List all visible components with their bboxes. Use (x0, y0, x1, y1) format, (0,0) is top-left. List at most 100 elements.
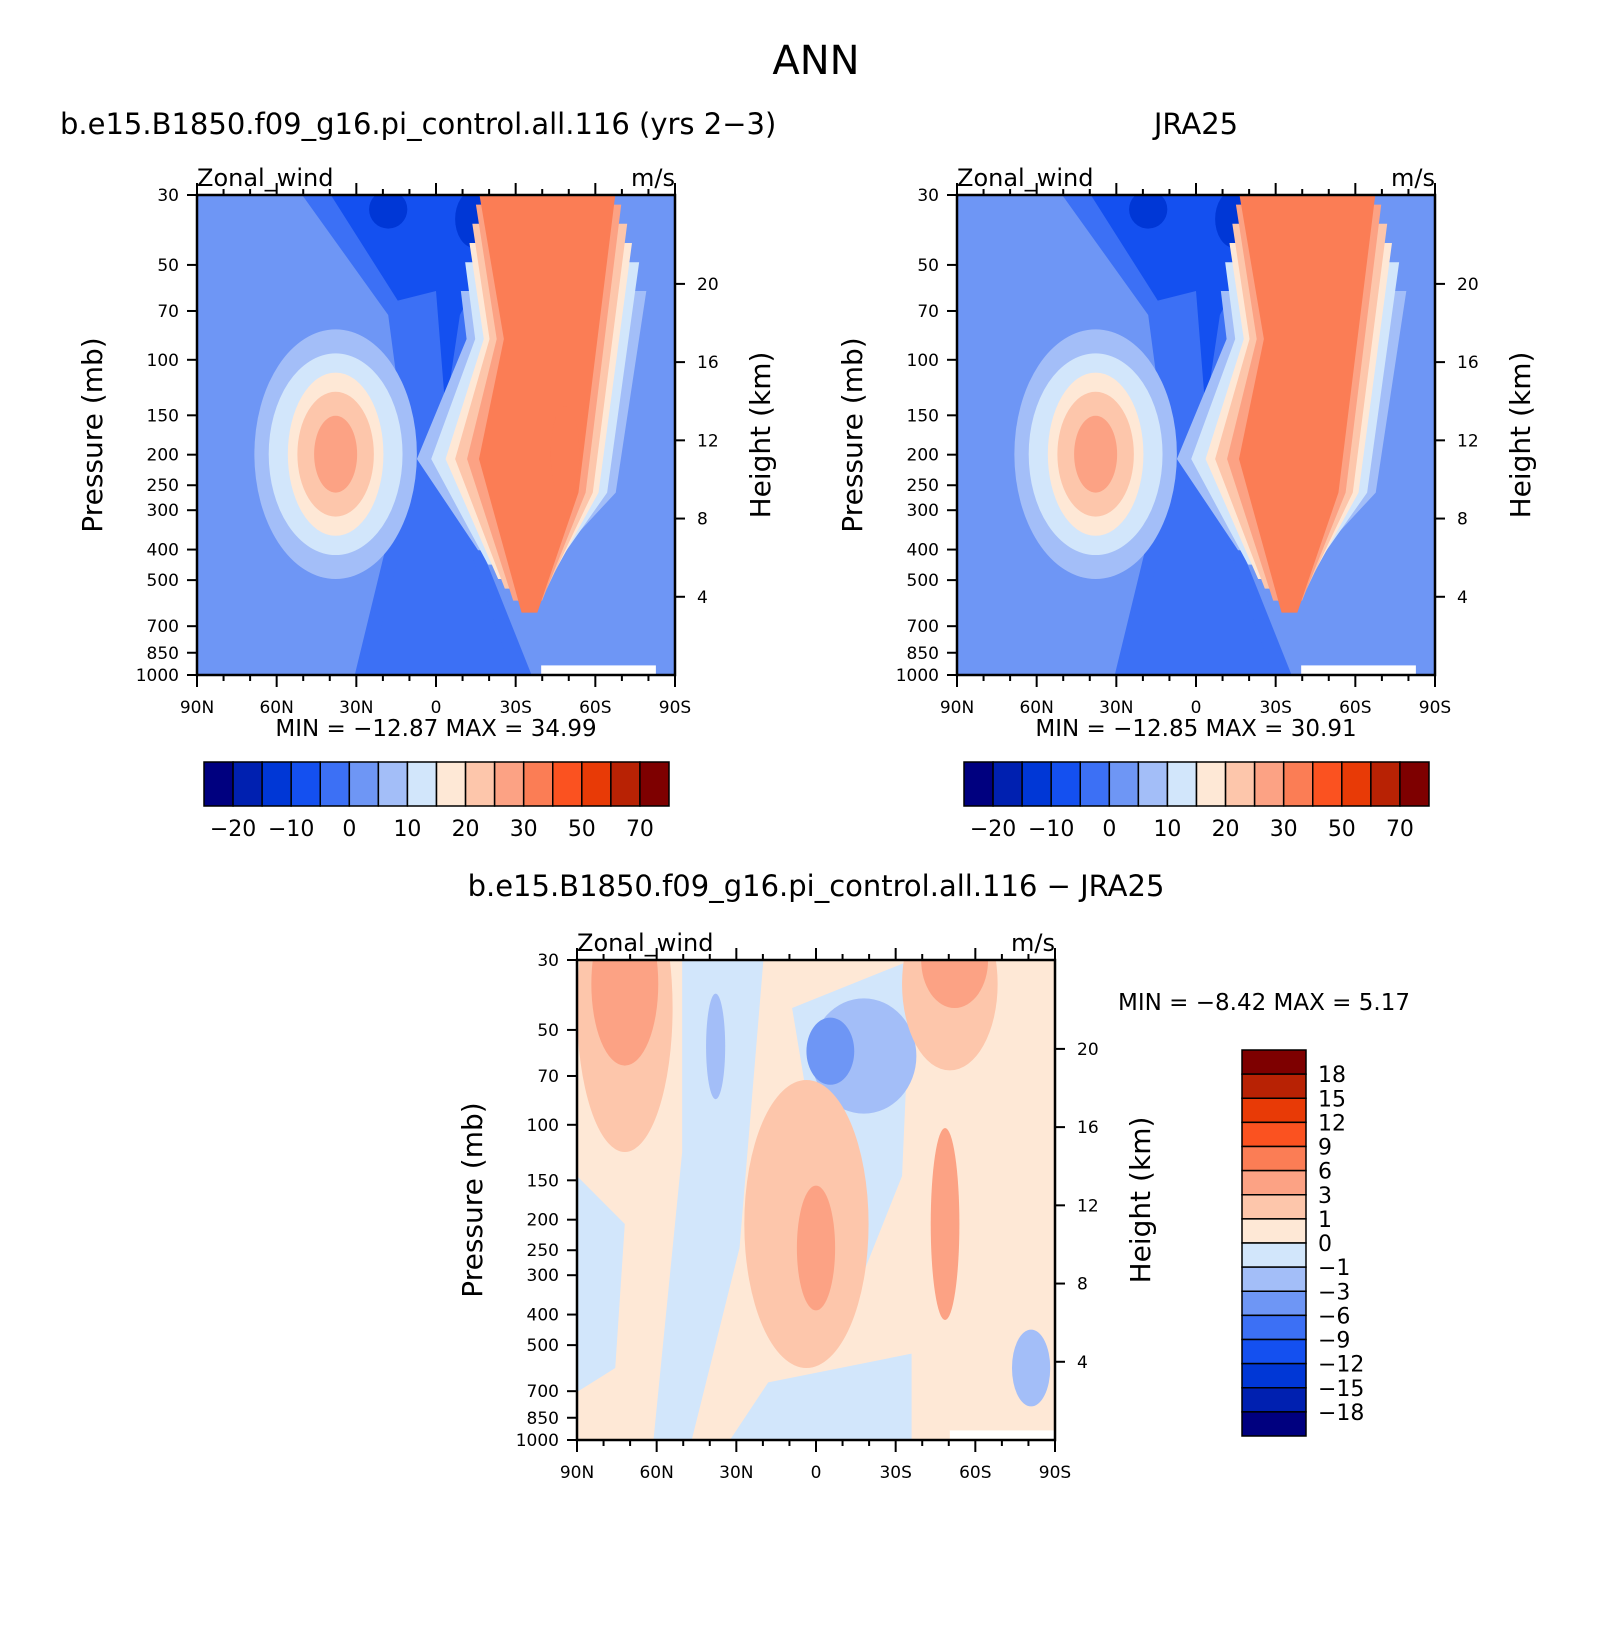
y-tick-label: 300 (907, 501, 939, 521)
y-tick-label: 200 (147, 446, 179, 466)
colorbar-label: −1 (1318, 1256, 1350, 1281)
colorbar-swatch (348, 761, 380, 807)
y-tick-label: 500 (147, 571, 179, 591)
colorbar-swatch (1241, 1169, 1307, 1196)
y-tick-label: 100 (147, 351, 179, 371)
colorbar-swatch (319, 761, 351, 807)
colorbar-swatch (203, 761, 234, 807)
colorbar-label: −10 (1028, 817, 1074, 842)
y-tick-label: 100 (527, 1116, 559, 1136)
y2-tick-label: 20 (1077, 1040, 1099, 1060)
x-tick-label: 60N (1019, 698, 1053, 718)
x-tick-label: 90S (1419, 698, 1451, 718)
y2-tick-label: 12 (1077, 1196, 1099, 1216)
colorbar-swatch (1224, 761, 1256, 807)
variable-label: Zonal_wind (577, 929, 713, 957)
min-max-stats: MIN = −12.85 MAX = 30.91 (1035, 716, 1356, 742)
missing-data (541, 665, 656, 675)
colorbar-label: 70 (1386, 817, 1414, 842)
colorbar-label: −9 (1318, 1329, 1350, 1354)
contour-level (1011, 1329, 1051, 1407)
y-axis-label: Pressure (mb) (76, 337, 109, 532)
colorbar-swatch (1241, 1314, 1307, 1341)
y-tick-label: 700 (907, 617, 939, 637)
x-tick-label: 90N (560, 1463, 594, 1483)
contour-level (796, 1185, 836, 1311)
y-tick-label: 1000 (136, 666, 179, 686)
contour-level (591, 960, 659, 1066)
y-tick-label: 300 (527, 1266, 559, 1286)
colorbar-swatch (1108, 761, 1140, 807)
colorbar-swatch (435, 761, 467, 807)
y-tick-label: 500 (907, 571, 939, 591)
y-tick-label: 30 (157, 186, 179, 206)
units-label: m/s (1391, 164, 1435, 192)
units-label: m/s (1011, 929, 1055, 957)
x-tick-label: 60N (259, 698, 293, 718)
y2-tick-label: 20 (697, 275, 719, 295)
colorbar-swatch (581, 761, 612, 807)
y-tick-label: 300 (147, 501, 179, 521)
y-tick-label: 400 (147, 541, 179, 561)
colorbar-label: −15 (1318, 1377, 1364, 1402)
colorbar-label: −18 (1318, 1401, 1364, 1426)
contour-level (369, 483, 513, 675)
colorbar-swatch (1241, 1073, 1307, 1099)
y2-tick-label: 4 (1457, 588, 1468, 608)
colorbar-label: 18 (1318, 1063, 1346, 1088)
colorbar-label: −20 (970, 817, 1016, 842)
y-tick-label: 400 (907, 541, 939, 561)
colorbar-label: 20 (452, 817, 480, 842)
colorbar-swatch (1241, 1121, 1307, 1148)
x-tick-label: 60S (959, 1463, 991, 1483)
colorbar-swatch (261, 761, 292, 807)
y-tick-label: 700 (527, 1382, 559, 1402)
y-tick-label: 200 (527, 1211, 559, 1231)
x-tick-label: 90S (659, 698, 691, 718)
colorbar-swatch (1241, 1387, 1307, 1413)
y-tick-label: 850 (907, 644, 939, 664)
colorbar-swatch (1312, 761, 1343, 807)
y-tick-label: 100 (907, 351, 939, 371)
contour-level (479, 195, 616, 613)
colorbar-label: 0 (342, 817, 356, 842)
min-max-stats: MIN = −12.87 MAX = 34.99 (275, 716, 596, 742)
colorbar-label: 10 (1153, 817, 1181, 842)
colorbar-label: −6 (1318, 1304, 1350, 1329)
contour-level (314, 415, 358, 493)
colorbar-swatch (1241, 1242, 1307, 1268)
contour-level (653, 960, 764, 1440)
x-tick-label: 90N (940, 698, 974, 718)
variable-label: Zonal_wind (957, 164, 1093, 192)
x-tick-label: 60S (1339, 698, 1371, 718)
colorbar-swatch (464, 761, 496, 807)
colorbar-swatch (1050, 761, 1081, 807)
x-tick-label: 30N (339, 698, 373, 718)
x-tick-label: 0 (431, 698, 442, 718)
x-tick-label: 30S (879, 1463, 911, 1483)
colorbar-swatch (1241, 1218, 1307, 1244)
missing-data (949, 1430, 1055, 1440)
y-tick-label: 150 (907, 406, 939, 426)
y2-tick-label: 12 (1457, 431, 1479, 451)
panel-title: b.e15.B1850.f09_g16.pi_control.all.116 −… (468, 869, 1165, 903)
colorbar-label: −10 (268, 817, 314, 842)
y-tick-label: 150 (527, 1171, 559, 1191)
colorbar-swatch (992, 761, 1023, 807)
colorbar-swatch (1241, 1194, 1307, 1220)
contour-level (1239, 195, 1376, 613)
colorbar-swatch (1370, 761, 1401, 807)
units-label: m/s (631, 164, 675, 192)
colorbar-swatch (377, 761, 409, 807)
contour-level (706, 993, 726, 1100)
y2-tick-label: 20 (1457, 275, 1479, 295)
y-tick-label: 50 (537, 1021, 559, 1041)
y-axis-label: Pressure (mb) (456, 1102, 489, 1297)
contour-level (1074, 415, 1118, 493)
contour-level (921, 960, 989, 1008)
y2-axis-label: Height (km) (1124, 1117, 1157, 1284)
colorbar-label: 30 (510, 817, 538, 842)
colorbar-swatch (1282, 761, 1314, 807)
contour-level (1129, 483, 1273, 675)
